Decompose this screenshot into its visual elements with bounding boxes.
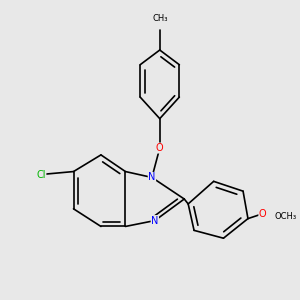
Text: Cl: Cl (36, 169, 46, 179)
Text: O: O (156, 143, 164, 153)
Text: OCH₃: OCH₃ (274, 212, 296, 221)
Text: N: N (148, 172, 156, 182)
Text: N: N (151, 216, 158, 226)
Text: CH₃: CH₃ (152, 14, 167, 22)
Text: O: O (259, 209, 266, 219)
